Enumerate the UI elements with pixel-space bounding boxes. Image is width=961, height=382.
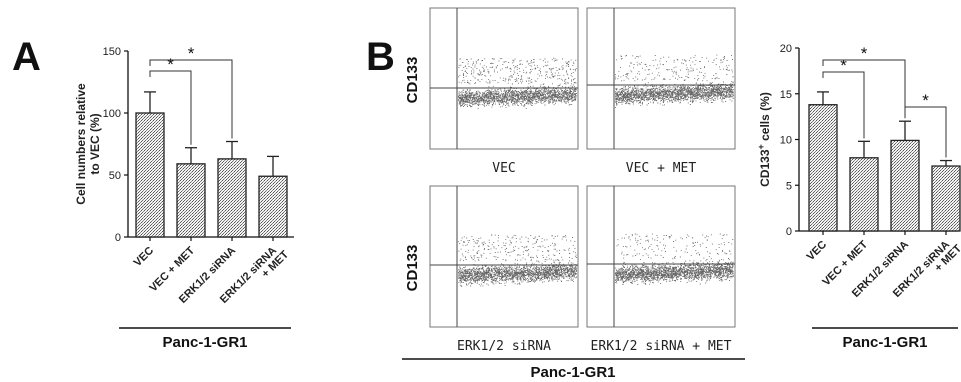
flow-plot-erk-sirna-met (587, 186, 735, 327)
y-tick-label: 5 (786, 180, 792, 192)
flow-dot-cloud (615, 234, 734, 285)
bar (218, 159, 246, 237)
significance-star: * (840, 56, 847, 75)
y-tick-label: 150 (103, 46, 121, 58)
group-label: Panc-1-GR1 (162, 334, 247, 351)
flow-plot-frame (587, 186, 735, 327)
x-category-label: VEC (805, 239, 830, 264)
y-tick-label: 50 (109, 170, 121, 182)
flow-ylabel-top: CD133 (404, 57, 421, 104)
x-category-label: VEC (132, 245, 157, 270)
bar (177, 164, 205, 237)
flow-dot-cloud (615, 55, 734, 108)
bar (932, 166, 960, 231)
flow-label-vec: VEC (492, 161, 515, 176)
flow-label-erk-sirna-met: ERK1/2 siRNA + MET (591, 339, 732, 354)
significance-star: * (188, 44, 195, 63)
y-axis-label-main: CD133 (758, 149, 772, 187)
y-tick-label: 20 (780, 43, 792, 55)
bar (809, 105, 837, 231)
y-tick-label: 0 (786, 226, 792, 238)
significance-star: * (922, 91, 929, 110)
y-axis-label: to VEC (%) (88, 113, 102, 174)
chart-a-cell-numbers: 0 50 100 150 Cell numbers relative to VEC (%)… (74, 44, 294, 351)
flow-group-label: Panc-1-GR1 (530, 364, 615, 381)
bar (891, 140, 919, 231)
significance-star: * (861, 44, 868, 63)
flow-plot-frame (587, 8, 735, 149)
bar (259, 176, 287, 237)
flow-ylabel-bottom: CD133 (404, 245, 421, 292)
y-axis-label: CD133+ cells (%) (756, 92, 772, 187)
panel-letter-b: B (366, 35, 395, 79)
group-label: Panc-1-GR1 (842, 334, 927, 351)
flow-label-vec-met: VEC + MET (626, 161, 697, 176)
bar (850, 158, 878, 231)
y-axis-label: Cell numbers relative (74, 83, 88, 205)
significance-star: * (167, 55, 174, 74)
flow-plot-erk-sirna (430, 186, 578, 327)
flow-plot-frame (430, 186, 578, 327)
flow-dot-cloud (458, 235, 577, 286)
y-axis-label-rest: cells (%) (758, 92, 772, 144)
flow-label-erk-sirna: ERK1/2 siRNA (457, 339, 551, 354)
flow-cytometry-panel: CD133 CD133 VEC VEC + MET ERK1/2 siRNA E… (402, 8, 745, 381)
y-tick-label: 10 (780, 135, 792, 147)
y-tick-label: 0 (115, 232, 121, 244)
flow-plot-vec (430, 8, 578, 149)
y-tick-label: 15 (780, 89, 792, 101)
bar (136, 113, 164, 237)
flow-plot-vec-met (587, 8, 735, 149)
panel-letter-a: A (12, 35, 41, 79)
y-tick-label: 100 (103, 108, 121, 120)
flow-dot-cloud (458, 58, 577, 108)
